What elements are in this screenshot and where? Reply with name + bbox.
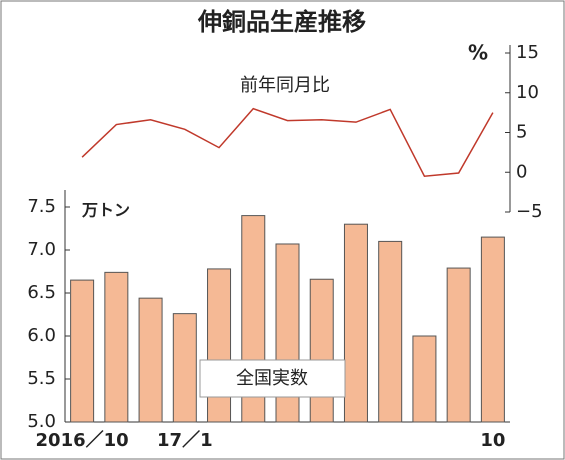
chart-title: 伸銅品生産推移: [197, 8, 366, 36]
legend-box: [199, 359, 346, 398]
y2-unit: %: [468, 41, 488, 65]
y2-tick-label: 15: [516, 42, 539, 63]
y-tick-label: 5.5: [27, 368, 56, 389]
legend-label: 全国実数: [236, 368, 308, 389]
bar: [207, 268, 232, 423]
bar: [378, 240, 403, 423]
y-tick-label: 5.0: [27, 411, 56, 432]
bar: [309, 278, 334, 423]
x-tick-label: 10: [480, 430, 505, 451]
bar: [480, 236, 505, 423]
y2-tick-label: 5: [516, 122, 527, 143]
x-tick-label: 17／1: [157, 430, 213, 451]
y-tick-label: 6.5: [27, 282, 56, 303]
y-tick-label: 6.0: [27, 325, 56, 346]
bar: [172, 313, 197, 423]
line: [81, 107, 494, 178]
y2-tick-label: −5: [516, 201, 543, 222]
bar: [70, 279, 95, 423]
bar: [343, 223, 368, 423]
bar: [446, 267, 471, 423]
bar: [104, 271, 129, 423]
y-tick-label: 7.0: [27, 239, 56, 260]
y2-tick-label: 0: [516, 161, 527, 182]
bar: [412, 335, 437, 423]
y-unit: 万トン: [81, 201, 130, 220]
bar: [138, 297, 163, 423]
line-label: 前年同月比: [240, 75, 330, 96]
x-tick-label: 2016／10: [36, 430, 129, 451]
y2-tick-label: 10: [516, 82, 539, 103]
y-tick-label: 7.5: [27, 196, 56, 217]
